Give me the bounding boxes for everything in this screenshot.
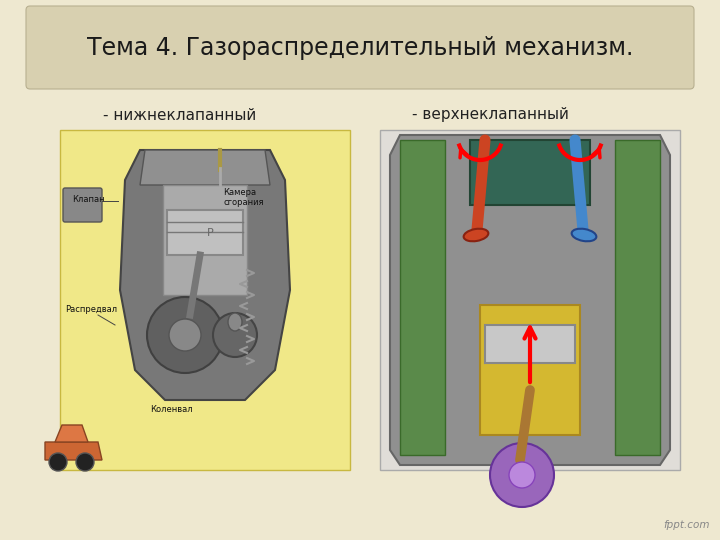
Text: - верхнеклапанный: - верхнеклапанный — [412, 107, 568, 123]
FancyBboxPatch shape — [60, 130, 350, 470]
FancyBboxPatch shape — [470, 140, 590, 205]
FancyBboxPatch shape — [400, 140, 445, 455]
FancyBboxPatch shape — [163, 185, 247, 295]
Text: Клапан: Клапан — [72, 195, 104, 204]
Circle shape — [490, 443, 554, 507]
Polygon shape — [45, 442, 102, 460]
FancyBboxPatch shape — [63, 188, 102, 222]
Ellipse shape — [464, 229, 488, 241]
Text: Тема 4. Газораспределительный механизм.: Тема 4. Газораспределительный механизм. — [87, 36, 633, 59]
Text: Коленвал: Коленвал — [150, 405, 193, 414]
Text: - нижнеклапанный: - нижнеклапанный — [104, 107, 256, 123]
Circle shape — [509, 462, 535, 488]
FancyBboxPatch shape — [480, 305, 580, 435]
Circle shape — [169, 319, 201, 351]
Circle shape — [49, 453, 67, 471]
Text: Камера
сгорания: Камера сгорания — [223, 188, 264, 207]
Text: Распредвал: Распредвал — [65, 305, 117, 314]
Circle shape — [147, 297, 223, 373]
FancyBboxPatch shape — [485, 325, 575, 363]
Circle shape — [213, 313, 257, 357]
Polygon shape — [140, 150, 270, 185]
FancyBboxPatch shape — [167, 210, 243, 255]
Polygon shape — [55, 425, 88, 442]
FancyBboxPatch shape — [615, 140, 660, 455]
FancyBboxPatch shape — [26, 6, 694, 89]
Text: fppt.com: fppt.com — [664, 520, 710, 530]
Circle shape — [76, 453, 94, 471]
Text: P: P — [207, 228, 213, 238]
Ellipse shape — [228, 313, 242, 331]
Polygon shape — [390, 135, 670, 465]
Ellipse shape — [572, 229, 596, 241]
Polygon shape — [120, 150, 290, 400]
FancyBboxPatch shape — [380, 130, 680, 470]
